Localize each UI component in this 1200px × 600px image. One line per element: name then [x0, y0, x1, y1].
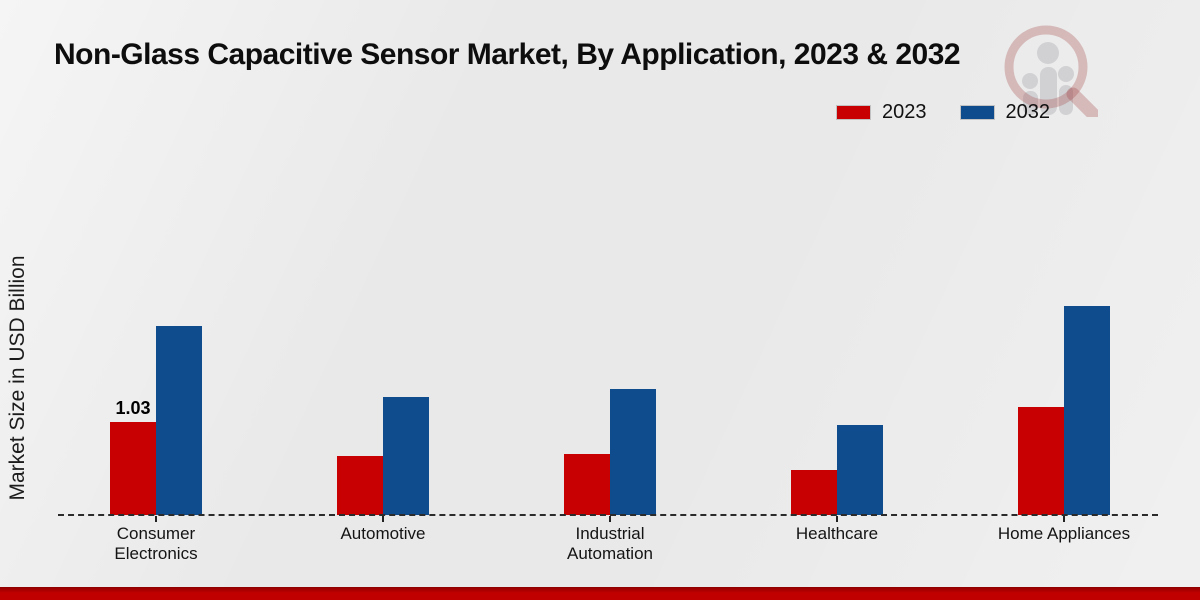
category-label-home-appliances: Home Appliances	[997, 524, 1131, 543]
legend: 2023 2032	[837, 101, 1050, 124]
bar-2032-healthcare	[837, 425, 883, 515]
bar-value-label-2023-consumer-electronics: 1.03	[115, 398, 151, 418]
x-axis-tick-consumer-electronics	[155, 516, 157, 522]
legend-label-2023: 2023	[882, 101, 927, 123]
x-axis-baseline	[58, 514, 1158, 516]
bar-2032-home-appliances	[1064, 306, 1110, 515]
category-label-healthcare: Healthcare	[795, 524, 879, 543]
legend-label-2032: 2032	[1005, 101, 1051, 123]
x-axis-tick-industrial-automation	[609, 516, 611, 522]
x-axis-tick-home-appliances	[1063, 516, 1065, 522]
bar-2023-industrial-automation	[564, 454, 610, 515]
chart-title: Non-Glass Capacitive Sensor Market, By A…	[54, 38, 961, 71]
legend-item-2023: 2023	[837, 101, 927, 124]
legend-swatch-2032	[960, 106, 994, 119]
bar-2032-automotive	[383, 397, 429, 515]
bar-2023-healthcare	[791, 470, 837, 515]
bar-2023-home-appliances	[1018, 407, 1064, 515]
bar-2023-consumer-electronics	[110, 422, 156, 515]
bar-2032-consumer-electronics	[156, 326, 202, 515]
magnifier-logo-watermark	[1004, 25, 1098, 117]
y-axis-label: Market Size in USD Billion	[6, 255, 29, 501]
legend-swatch-2023	[837, 106, 870, 119]
legend-item-2032: 2032	[960, 101, 1051, 124]
category-label-automotive: Automotive	[340, 524, 426, 543]
x-axis-tick-healthcare	[836, 516, 838, 522]
bar-2032-industrial-automation	[610, 389, 656, 515]
category-label-industrial-automation: Industrial Automation	[567, 524, 653, 563]
category-label-consumer-electronics: Consumer Electronics	[114, 524, 198, 563]
x-axis-tick-automotive	[382, 516, 384, 522]
footer-accent-bar	[0, 587, 1200, 600]
bar-2023-automotive	[337, 456, 383, 515]
